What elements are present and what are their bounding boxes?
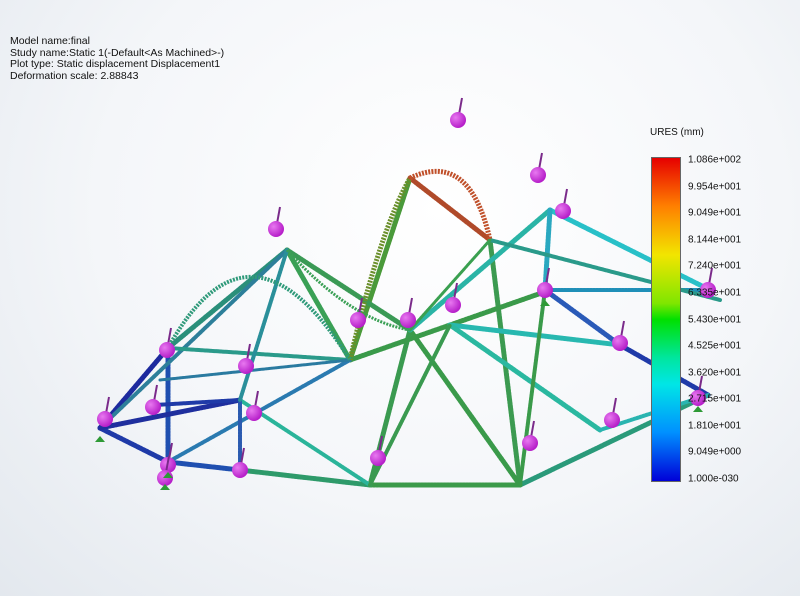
fixture-foot-icon <box>95 436 105 442</box>
fixture-sphere <box>268 221 284 237</box>
model-name-label: Model name:final <box>10 35 90 47</box>
fixture-sphere <box>555 203 571 219</box>
frame-member <box>165 459 243 473</box>
fixture-sphere <box>700 282 716 298</box>
legend-tick-label: 1.086e+002 <box>688 154 742 166</box>
legend-tick-label: 9.954e+001 <box>688 181 742 193</box>
frame-member <box>238 248 289 402</box>
fixture-sphere <box>97 411 113 427</box>
legend-title: URES (mm) <box>650 127 704 138</box>
legend-tick-label: 3.620e+001 <box>688 367 742 379</box>
frame-member <box>284 247 353 363</box>
frame-member <box>347 175 413 363</box>
fixture-sphere <box>612 335 628 351</box>
frame-member <box>547 207 713 293</box>
fixture-sphere <box>145 399 161 415</box>
frame-member <box>158 358 352 382</box>
fixture-sphere <box>232 462 248 478</box>
plot-type-label: Plot type: Static displacement Displacem… <box>10 58 221 70</box>
fixture-foot-icon <box>163 472 173 478</box>
fixture-sphere <box>530 167 546 183</box>
frame-member <box>153 398 242 407</box>
study-info: Model name:final Study name:Static 1(-De… <box>10 35 225 82</box>
frame-tube-curved <box>166 275 352 362</box>
fixtures <box>95 97 716 490</box>
frame-member <box>97 425 171 465</box>
color-bar <box>651 157 681 482</box>
fixture-sphere <box>450 112 466 128</box>
frame-tube-curved <box>347 176 413 361</box>
frame-member <box>447 322 623 348</box>
legend-tick-label: 2.715e+001 <box>688 393 742 405</box>
fixture-sphere <box>537 282 553 298</box>
frame-member <box>408 238 492 332</box>
fixture-foot-icon <box>160 484 170 490</box>
fixture-sphere <box>246 405 262 421</box>
legend-tick-label: 6.335e+001 <box>688 287 742 299</box>
fixture-sphere <box>604 412 620 428</box>
fixture-foot-icon <box>693 406 703 412</box>
fixture-sphere <box>690 390 706 406</box>
fixture-foot-icon <box>540 300 550 306</box>
deformation-scale-label: Deformation scale: 2.88843 <box>10 69 139 82</box>
frame-model <box>97 168 722 488</box>
frame-member <box>542 207 553 293</box>
frame-member <box>407 327 523 488</box>
fixture-sphere <box>238 358 254 374</box>
study-name-label: Study name:Static 1(-Default<As Machined… <box>10 46 225 59</box>
fixture-sphere <box>400 312 416 328</box>
frame-member <box>407 207 553 333</box>
fixture-sphere <box>370 450 386 466</box>
frame-tube-curved <box>408 168 493 241</box>
frame-member <box>97 397 243 431</box>
frame-member <box>284 247 413 333</box>
legend-tick-label: 8.144e+001 <box>688 234 742 246</box>
fixture-sphere <box>522 435 538 451</box>
frame-member <box>98 248 289 430</box>
frame-member <box>447 322 603 433</box>
frame-member <box>518 288 547 487</box>
fixture-sphere <box>159 342 175 358</box>
legend-tick-label: 9.049e+001 <box>688 207 742 219</box>
legend-tick-label: 4.525e+001 <box>688 340 742 352</box>
frame-member <box>542 287 623 348</box>
legend-tick-label: 1.000e-030 <box>688 473 739 485</box>
frame-member <box>166 346 352 362</box>
fixture-sphere <box>445 297 461 313</box>
legend-tick-label: 9.049e+000 <box>688 446 742 458</box>
fixture-sphere <box>350 312 366 328</box>
legend-tick-label: 1.810e+001 <box>688 420 742 432</box>
legend-tick-label: 7.240e+001 <box>688 260 742 272</box>
frame-tube-curved <box>285 248 411 332</box>
frame-member <box>488 238 722 302</box>
frame-member <box>237 467 373 488</box>
legend-tick-label: 5.430e+001 <box>688 314 742 325</box>
frame-member <box>407 175 493 243</box>
